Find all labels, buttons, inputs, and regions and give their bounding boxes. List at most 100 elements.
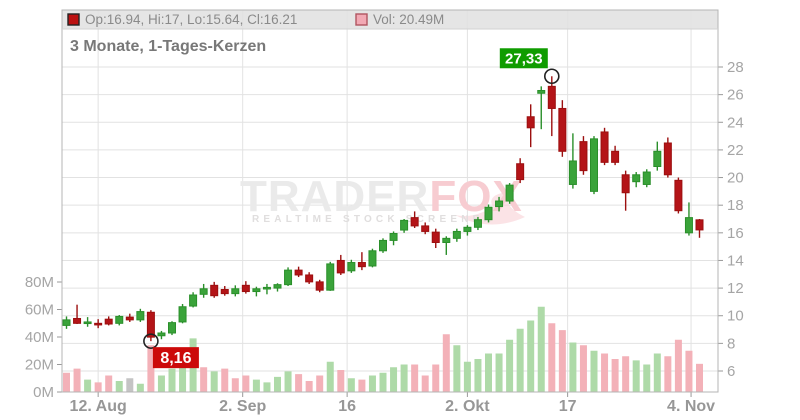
candle-body [379,239,387,252]
ohlc-legend-text: Op:16.94, Hi:17, Lo:15.64, Cl:16.21 [85,12,297,27]
candle [284,267,293,287]
candle [558,100,567,157]
volume-bar [442,334,450,392]
candle-body [136,311,145,321]
candle-body [579,141,588,172]
price-axis-label: 24 [727,114,744,131]
candle [526,104,535,148]
candle-body [83,321,92,325]
price-axis-label: 28 [727,59,744,76]
volume-bar [400,364,408,392]
volume-bar [242,375,250,392]
candle-body [157,332,166,337]
volume-bar [347,378,355,392]
candle [632,172,641,188]
volume-bar [231,378,239,392]
price-axis-label: 16 [727,225,744,242]
legend-bar [62,10,718,29]
candle [674,177,683,214]
candle-body [442,237,451,243]
candle [484,204,493,223]
candle-body [547,85,556,109]
candle-body [284,269,293,286]
candle-body [505,184,514,202]
low-marker-circle [143,333,159,349]
candle [231,285,240,297]
high-marker-circle [543,68,560,85]
candle-body [389,233,398,241]
candle-body [611,150,620,163]
candle [189,292,198,308]
candle-body [262,286,271,290]
volume-bar [316,375,324,392]
candle [463,225,472,236]
volume-bar [463,361,471,392]
candle-body [357,262,366,268]
volume-bar [200,367,208,392]
x-axis-label: 17 [559,398,577,415]
candle-body [347,262,356,272]
candle [568,133,577,189]
candle-body [674,179,683,212]
candle-body [642,171,651,185]
chart-title: 3 Monate, 1-Tages-Kerzen [70,38,266,55]
candle-body [473,219,482,228]
candle-body [189,294,198,307]
volume-bar [537,306,545,392]
candle [579,136,588,175]
candle [178,303,187,324]
volume-bar [601,353,609,392]
x-axis-label: 2. Sep [219,398,266,415]
candle [611,145,620,166]
volume-bar [495,353,503,392]
candle [442,236,451,255]
candle-body [336,259,345,274]
high-annotation-label: 27,33 [505,50,543,67]
volume-bar [274,376,281,392]
candle-body [431,231,440,243]
price-axis-label: 26 [727,87,744,104]
candle-body [410,217,419,227]
volume-axis-label: 0M [33,384,54,401]
candle [400,219,409,233]
volume-bar [527,320,535,392]
volume-bar [337,370,345,392]
candle [600,127,609,166]
price-axis-label: 8 [727,335,735,352]
candle [83,317,92,327]
volume-bar [632,360,640,392]
price-axis-label: 12 [727,280,744,297]
volume-bar [284,371,292,392]
candle [653,141,662,171]
candle-body [526,116,535,129]
candle [125,313,134,322]
volume-bar [548,323,556,392]
candle-body [600,131,609,163]
price-axis-label: 22 [727,142,744,159]
candle-body [663,142,672,176]
candle-body [537,89,546,94]
candle [684,202,693,236]
volume-bar [358,379,366,392]
volume-bar [326,361,334,392]
candle-body [484,206,493,221]
candle [516,158,525,184]
volume-bar [390,367,398,392]
candle-body [495,200,504,208]
candle [621,170,630,211]
volume-bar [516,328,524,392]
candle [220,286,229,296]
candle [695,219,704,238]
volume-bar [653,353,661,392]
candle-body [210,284,219,297]
candle [590,136,598,195]
candle-legend-swatch-icon [67,13,80,26]
candle-body [590,138,598,192]
candle [547,76,556,137]
candle [94,319,103,329]
candle [431,228,440,249]
candle [452,228,461,242]
candle-body [621,174,630,194]
volume-bar [147,345,155,392]
